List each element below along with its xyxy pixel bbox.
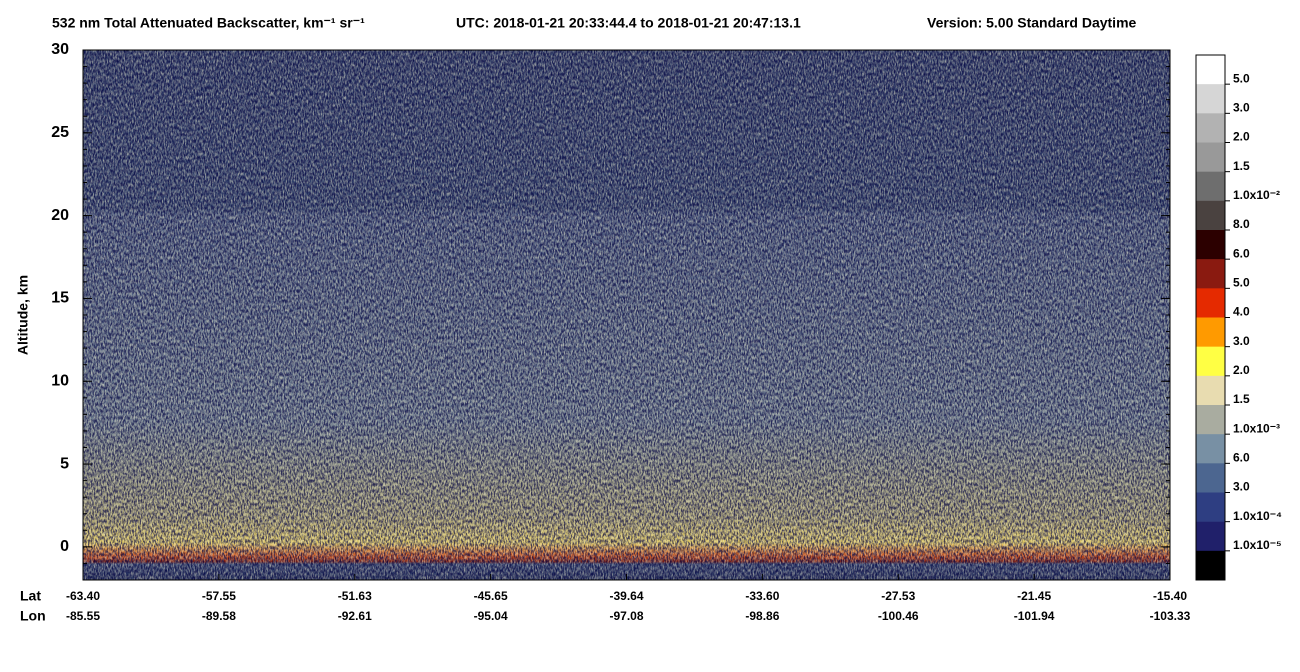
x-tick-lon: -101.94	[1014, 609, 1055, 623]
colorbar-swatch	[1196, 84, 1225, 114]
x-row-label: Lat	[20, 588, 41, 604]
colorbar-swatch	[1196, 200, 1225, 231]
colorbar-label: 1.0x10⁻⁴	[1233, 509, 1282, 523]
x-tick-lat: -51.63	[338, 589, 372, 603]
colorbar-label: 6.0	[1233, 246, 1250, 260]
colorbar-label: 3.0	[1233, 101, 1250, 115]
x-tick-lat: -33.60	[745, 589, 779, 603]
colorbar-label: 2.0	[1233, 130, 1250, 144]
x-tick-lon: -97.08	[609, 609, 643, 623]
x-tick-lat: -63.40	[66, 589, 100, 603]
colorbar-swatch	[1196, 55, 1225, 85]
plot-area	[82, 49, 1171, 581]
time-range: UTC: 2018-01-21 20:33:44.4 to 2018-01-21…	[456, 15, 801, 31]
colorbar-swatch	[1196, 346, 1225, 377]
colorbar-swatch	[1196, 492, 1225, 522]
colorbar-label: 3.0	[1233, 480, 1250, 494]
x-tick-lon: -85.55	[66, 609, 100, 623]
colorbar-swatch	[1196, 142, 1225, 172]
colorbar-label: 5.0	[1233, 276, 1250, 290]
x-tick-lon: -100.46	[878, 609, 919, 623]
x-tick-lat: -57.55	[202, 589, 236, 603]
colorbar-swatch	[1196, 259, 1225, 289]
x-tick-lon: -95.04	[474, 609, 508, 623]
colorbar-swatch	[1196, 230, 1225, 260]
colorbar-label: 3.0	[1233, 334, 1250, 348]
colorbar-label: 1.0x10⁻⁵	[1233, 538, 1282, 552]
colorbar-swatch	[1196, 113, 1225, 143]
x-row-label: Lon	[20, 608, 46, 624]
x-tick-lat: -39.64	[609, 589, 643, 603]
colorbar-label: 2.0	[1233, 363, 1250, 377]
colorbar-label: 4.0	[1233, 305, 1250, 319]
y-axis-label: Altitude, km	[15, 275, 31, 355]
x-tick-lon: -92.61	[338, 609, 372, 623]
y-tick-label: 10	[51, 372, 69, 389]
x-tick-lat: -27.53	[881, 589, 915, 603]
y-tick-label: 0	[60, 538, 69, 555]
y-tick-label: 5	[60, 455, 69, 472]
colorbar-swatch	[1196, 171, 1225, 202]
colorbar-label: 5.0	[1233, 71, 1250, 85]
backscatter-texture	[83, 50, 1170, 580]
x-tick-lon: -103.33	[1150, 609, 1191, 623]
x-tick-lat: -45.65	[474, 589, 508, 603]
version: Version: 5.00 Standard Daytime	[927, 15, 1137, 31]
chart-title: 532 nm Total Attenuated Backscatter, km⁻…	[52, 15, 365, 31]
colorbar-label: 1.5	[1233, 159, 1250, 173]
colorbar-label: 6.0	[1233, 451, 1250, 465]
y-tick-label: 15	[51, 290, 69, 307]
colorbar-swatch	[1196, 550, 1225, 581]
colorbar-swatch	[1196, 463, 1225, 493]
y-tick-label: 25	[51, 124, 69, 141]
colorbar-label: 1.0x10⁻³	[1233, 421, 1280, 435]
colorbar-label: 1.0x10⁻²	[1233, 188, 1280, 202]
colorbar-label: 1.5	[1233, 392, 1250, 406]
colorbar-swatch	[1196, 288, 1225, 318]
colorbar-swatch	[1196, 434, 1225, 464]
y-tick-label: 30	[51, 41, 69, 58]
y-tick-label: 20	[51, 207, 69, 224]
x-tick-lat: -15.40	[1153, 589, 1187, 603]
x-tick-lat: -21.45	[1017, 589, 1051, 603]
colorbar-swatch	[1196, 317, 1225, 347]
colorbar-label: 8.0	[1233, 217, 1250, 231]
x-tick-lon: -98.86	[745, 609, 779, 623]
x-tick-lon: -89.58	[202, 609, 236, 623]
colorbar-swatch	[1196, 375, 1225, 406]
colorbar-swatch	[1196, 521, 1225, 552]
colorbar-swatch	[1196, 405, 1225, 435]
